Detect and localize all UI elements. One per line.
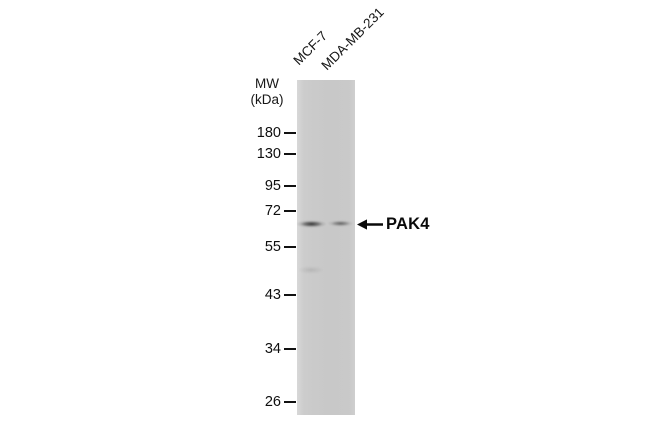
left-arrow-icon <box>357 219 383 230</box>
mw-marker-label: 72 <box>264 202 281 219</box>
mw-marker-label: 55 <box>264 238 281 255</box>
mw-marker-tick <box>284 245 296 249</box>
mw-marker-tick <box>284 347 296 351</box>
mw-marker-label: 34 <box>264 340 281 357</box>
band-annotation-label: PAK4 <box>386 215 430 233</box>
mw-marker-tick <box>284 184 296 188</box>
mw-marker-label: 43 <box>264 286 281 303</box>
mw-axis-title-line1: MW <box>255 76 279 91</box>
mw-marker-label: 95 <box>264 177 281 194</box>
mw-marker-label: 26 <box>264 393 281 410</box>
mw-marker-tick <box>284 209 296 213</box>
mw-axis-title-line2: (kDa) <box>250 91 284 107</box>
blot-membrane <box>297 80 355 415</box>
protein-band <box>299 266 323 274</box>
mw-marker-tick <box>284 400 296 404</box>
mw-marker-label: 180 <box>256 124 281 141</box>
mw-axis-title: MW (kDa) <box>238 76 296 107</box>
mw-marker-tick <box>284 152 296 156</box>
mw-marker-tick <box>284 293 296 297</box>
protein-band <box>297 220 326 228</box>
mw-marker-tick <box>284 131 296 135</box>
protein-band <box>328 220 353 227</box>
mw-marker-label: 130 <box>256 145 281 162</box>
